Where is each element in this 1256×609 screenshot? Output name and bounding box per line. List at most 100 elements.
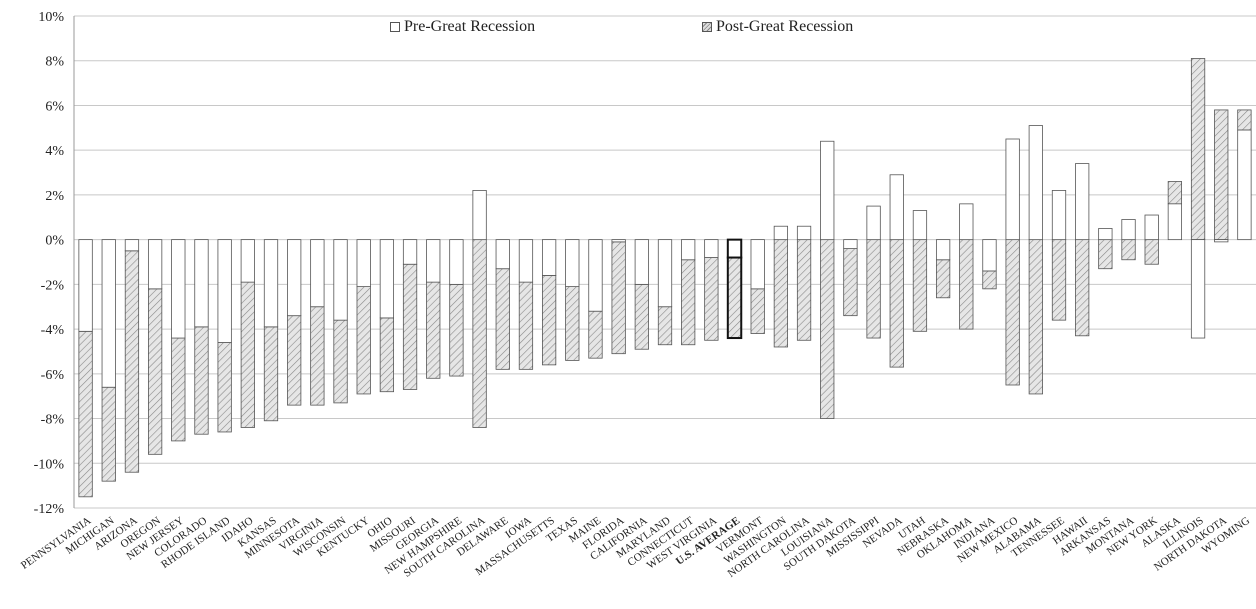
legend: Pre-Great Recession Post-Great Recession (0, 18, 1256, 42)
bar-post-ohio (379, 317, 395, 393)
bar-post-colorado (194, 326, 209, 435)
y-tick-label: 6% (45, 99, 64, 114)
bar-pre-north-dakota (1214, 239, 1229, 243)
bar-post-illinois (1190, 58, 1206, 241)
bar-pre-iowa (518, 239, 534, 283)
y-axis-tick-labels: 10% 8% 6% 4% 2% 0% -2% -4% -6% -8% -10% -12% (34, 10, 65, 517)
bar-pre-idaho (240, 239, 255, 283)
y-tick-label: 2% (45, 189, 64, 204)
bar-post-south-dakota (843, 248, 858, 317)
bar-post-west-virginia (704, 257, 719, 341)
bar-pre-mississippi (866, 205, 881, 241)
bar-pre-maryland (657, 239, 673, 308)
legend-item-post: Post-Great Recession (702, 18, 853, 36)
bar-pre-florida (611, 239, 626, 243)
y-tick-label: -8% (41, 413, 65, 428)
bar-pre-new-hampshire (449, 239, 464, 285)
bar-post-new-jersey (171, 337, 186, 442)
bar-pre-illinois (1190, 239, 1206, 339)
bar-pre-kansas (263, 239, 279, 328)
bar-post-north-dakota (1214, 109, 1229, 241)
y-tick-label: -10% (34, 457, 65, 472)
bar-pre-oregon (147, 239, 163, 290)
bar-post-connecticut (681, 259, 696, 346)
bar-post-nebraska (935, 259, 951, 299)
bar-pre-alabama (1028, 125, 1043, 241)
bar-pre-tennessee (1051, 190, 1067, 241)
bar-pre-west-virginia (704, 239, 719, 258)
bar-pre-connecticut (681, 239, 696, 261)
bar-pre-nebraska (935, 239, 951, 261)
bar-post-minnesota (287, 315, 302, 406)
bar-post-maine (588, 310, 603, 359)
legend-swatch-post (702, 22, 712, 32)
bar-post-michigan (101, 386, 116, 482)
bar-pre-u-s-average (726, 238, 743, 259)
legend-label-pre: Pre-Great Recession (404, 18, 536, 35)
bar-pre-south-dakota (843, 239, 858, 249)
bar-pre-georgia (426, 239, 441, 283)
bar-post-florida (611, 241, 626, 355)
bar-post-north-carolina (796, 239, 812, 341)
bar-post-new-york (1144, 239, 1159, 265)
bar-pre-alaska (1167, 203, 1183, 241)
bar-pre-north-carolina (796, 225, 812, 241)
bar-pre-delaware (495, 239, 510, 270)
bar-pre-minnesota (287, 239, 302, 317)
bar-post-montana (1121, 239, 1136, 261)
y-tick-label: 10% (38, 10, 64, 25)
bar-pre-louisiana (820, 140, 835, 241)
bar-pre-texas (565, 239, 580, 288)
bar-post-alaska (1167, 181, 1183, 205)
bar-post-hawaii (1075, 239, 1090, 337)
bar-post-arizona (124, 250, 140, 473)
bar-pre-hawaii (1075, 163, 1090, 241)
y-tick-label: -12% (34, 502, 65, 517)
bar-pre-maine (588, 239, 603, 312)
y-tick-label: 8% (45, 55, 64, 70)
bar-post-vermont (750, 288, 765, 334)
y-tick-label: 0% (45, 234, 64, 249)
bar-pre-indiana (982, 239, 997, 272)
bar-pre-montana (1121, 219, 1136, 241)
bar-post-indiana (982, 270, 997, 290)
bar-post-oklahoma (959, 239, 974, 330)
bar-pre-new-jersey (171, 239, 186, 339)
bar-post-pennsylvania (78, 330, 93, 498)
bar-pre-kentucky (356, 239, 371, 288)
bar-post-idaho (240, 281, 255, 428)
bar-pre-washington (773, 225, 789, 241)
bar-post-mississippi (866, 239, 881, 339)
y-tick-label: -2% (41, 278, 65, 293)
bar-post-massachusetts (541, 275, 557, 366)
bar-post-iowa (518, 281, 534, 370)
bar-post-rhode-island (217, 342, 232, 433)
bar-post-georgia (426, 281, 441, 379)
bar-pre-arizona (124, 239, 140, 252)
bar-pre-arkansas (1098, 228, 1113, 241)
bar-post-virginia (310, 306, 325, 406)
bar-pre-vermont (750, 239, 765, 290)
legend-label-post: Post-Great Recession (716, 18, 854, 35)
bar-post-south-carolina (472, 239, 487, 428)
bar-pre-rhode-island (217, 239, 232, 343)
bar-post-alabama (1028, 239, 1043, 395)
bar-pre-colorado (194, 239, 209, 328)
bar-pre-wisconsin (333, 239, 348, 321)
legend-item-pre: Pre-Great Recession (390, 18, 535, 36)
bar-pre-california (634, 239, 649, 285)
bar-post-wisconsin (333, 319, 348, 404)
bar-post-tennessee (1051, 239, 1067, 321)
bars (78, 58, 1252, 498)
bar-post-arkansas (1098, 239, 1113, 270)
bar-post-missouri (402, 263, 418, 390)
bar-pre-south-carolina (472, 190, 487, 241)
bar-post-maryland (657, 306, 673, 346)
bar-post-wyoming (1237, 109, 1252, 131)
bar-pre-pennsylvania (78, 239, 93, 332)
bar-post-nevada (889, 239, 904, 368)
bar-pre-new-mexico (1005, 138, 1020, 241)
bar-pre-ohio (379, 239, 395, 319)
bar-pre-new-york (1144, 214, 1159, 241)
